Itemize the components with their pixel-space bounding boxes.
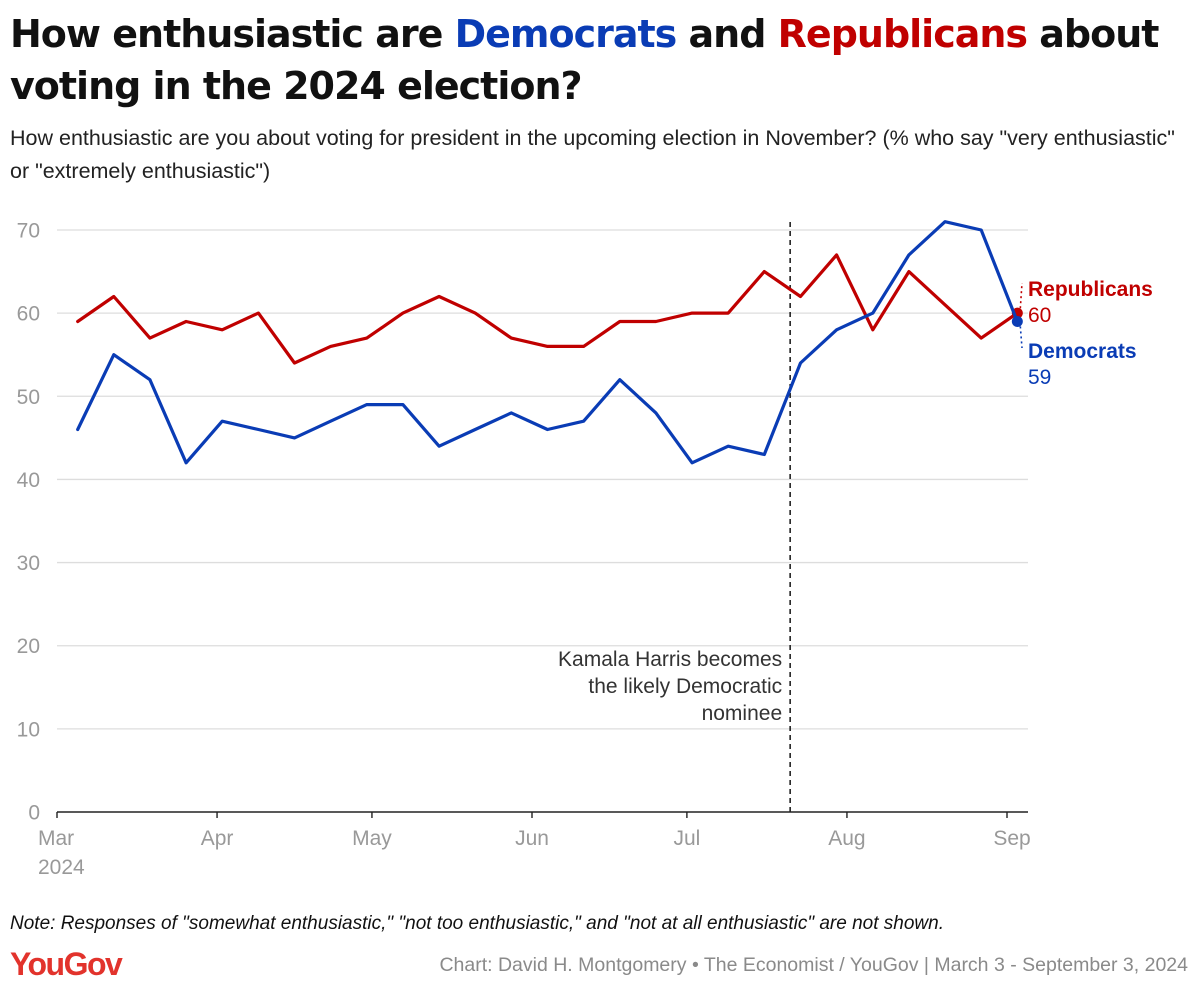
y-tick-label-0: 0 [28, 802, 40, 825]
annotation-text-line-1: Kamala Harris becomes [558, 648, 782, 671]
annotation-text-line-2: the likely Democratic [588, 675, 782, 698]
title-part-2: and [676, 12, 778, 56]
republicans-end-label: Republicans [1028, 278, 1153, 301]
democrats-end-label: Democrats [1028, 340, 1137, 363]
line-chart: 0 10 20 30 40 50 60 70 Mar 2024 Apr May Jun Jul Aug Sep… [17, 220, 1153, 880]
chart-title: How enthusiastic are Democrats and Repub… [10, 8, 1195, 112]
x-tick-label-jun: Jun [515, 827, 549, 850]
x-tick-label-mar: Mar [38, 827, 74, 850]
y-tick-label-70: 70 [17, 220, 40, 243]
title-part-1: How enthusiastic are [10, 12, 455, 56]
x-tick-label-aug: Aug [828, 827, 865, 850]
republicans-label-leader [1019, 282, 1023, 309]
x-tick-sublabel-year: 2024 [38, 856, 85, 879]
title-democrats: Democrats [454, 12, 678, 56]
y-tick-label-20: 20 [17, 635, 40, 658]
yougov-logo: YouGov [10, 946, 123, 982]
annotation-text-line-3: nominee [702, 702, 783, 725]
y-tick-label-10: 10 [17, 718, 40, 741]
democrats-label-leader [1019, 326, 1023, 349]
republicans-end-value: 60 [1028, 304, 1051, 327]
title-part-3: about voting in the 2024 election? [10, 12, 1159, 108]
chart-credit: Chart: David H. Montgomery • The Economi… [439, 954, 1188, 976]
democrats-end-point [1011, 315, 1023, 327]
x-tick-label-sep: Sep [993, 827, 1030, 850]
x-tick-label-jul: Jul [673, 827, 700, 850]
x-tick-label-may: May [352, 827, 392, 850]
democrats-end-value: 59 [1028, 366, 1051, 389]
republicans-line [76, 253, 1019, 365]
y-tick-label-50: 50 [17, 386, 40, 409]
democrats-line [76, 220, 1019, 465]
y-tick-label-40: 40 [17, 469, 40, 492]
x-tick-label-apr: Apr [201, 827, 234, 850]
title-republicans: Republicans [777, 12, 1028, 56]
y-tick-label-60: 60 [17, 303, 40, 326]
chart-subtitle: How enthusiastic are you about voting fo… [10, 126, 1175, 183]
footnote: Note: Responses of "somewhat enthusiasti… [10, 913, 944, 934]
y-tick-label-30: 30 [17, 552, 40, 575]
